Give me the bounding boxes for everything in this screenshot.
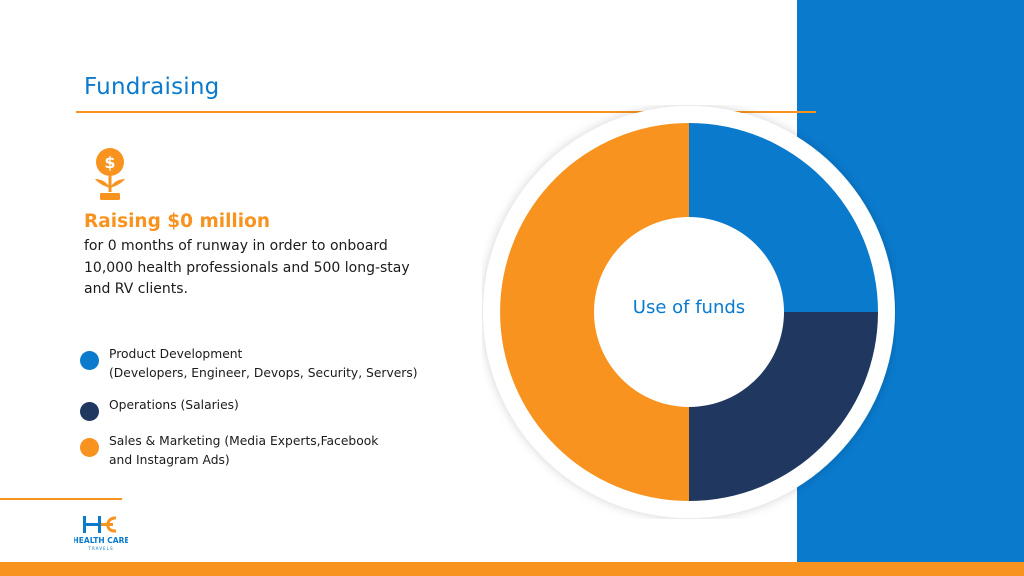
donut-center-label: Use of funds [633,297,745,318]
legend-label: Sales & Marketing (Media Experts,Faceboo… [109,434,379,467]
footer-divider [0,498,122,500]
legend-label: Product Development (Developers, Enginee… [109,347,418,380]
raise-headline: Raising $0 million [84,211,270,232]
logo-tagline: TRAVELS [87,546,113,551]
raise-description: for 0 months of runway in order to onboa… [84,238,410,297]
legend-item-product-development: Product Development (Developers, Enginee… [80,345,429,382]
money-plant-icon: $ [95,148,125,200]
title-divider [76,111,816,113]
bottom-accent-bar [0,562,1024,576]
legend-item-sales-marketing: Sales & Marketing (Media Experts,Faceboo… [80,432,429,469]
legend-dot-orange [80,438,99,457]
logo-name: HEALTH CARE [74,536,128,545]
health-care-travels-logo: HEALTH CARE TRAVELS [74,516,128,551]
legend-item-operations: Operations (Salaries) [80,396,429,421]
logo-mark-icon [83,516,117,533]
donut-hole [594,217,784,407]
slide-title: Fundraising [84,74,220,100]
legend-dot-blue [80,351,99,370]
legend-dot-navy [80,402,99,421]
svg-text:$: $ [104,153,115,172]
legend-label: Operations (Salaries) [109,398,239,412]
use-of-funds-donut-chart: Use of funds [483,106,895,518]
